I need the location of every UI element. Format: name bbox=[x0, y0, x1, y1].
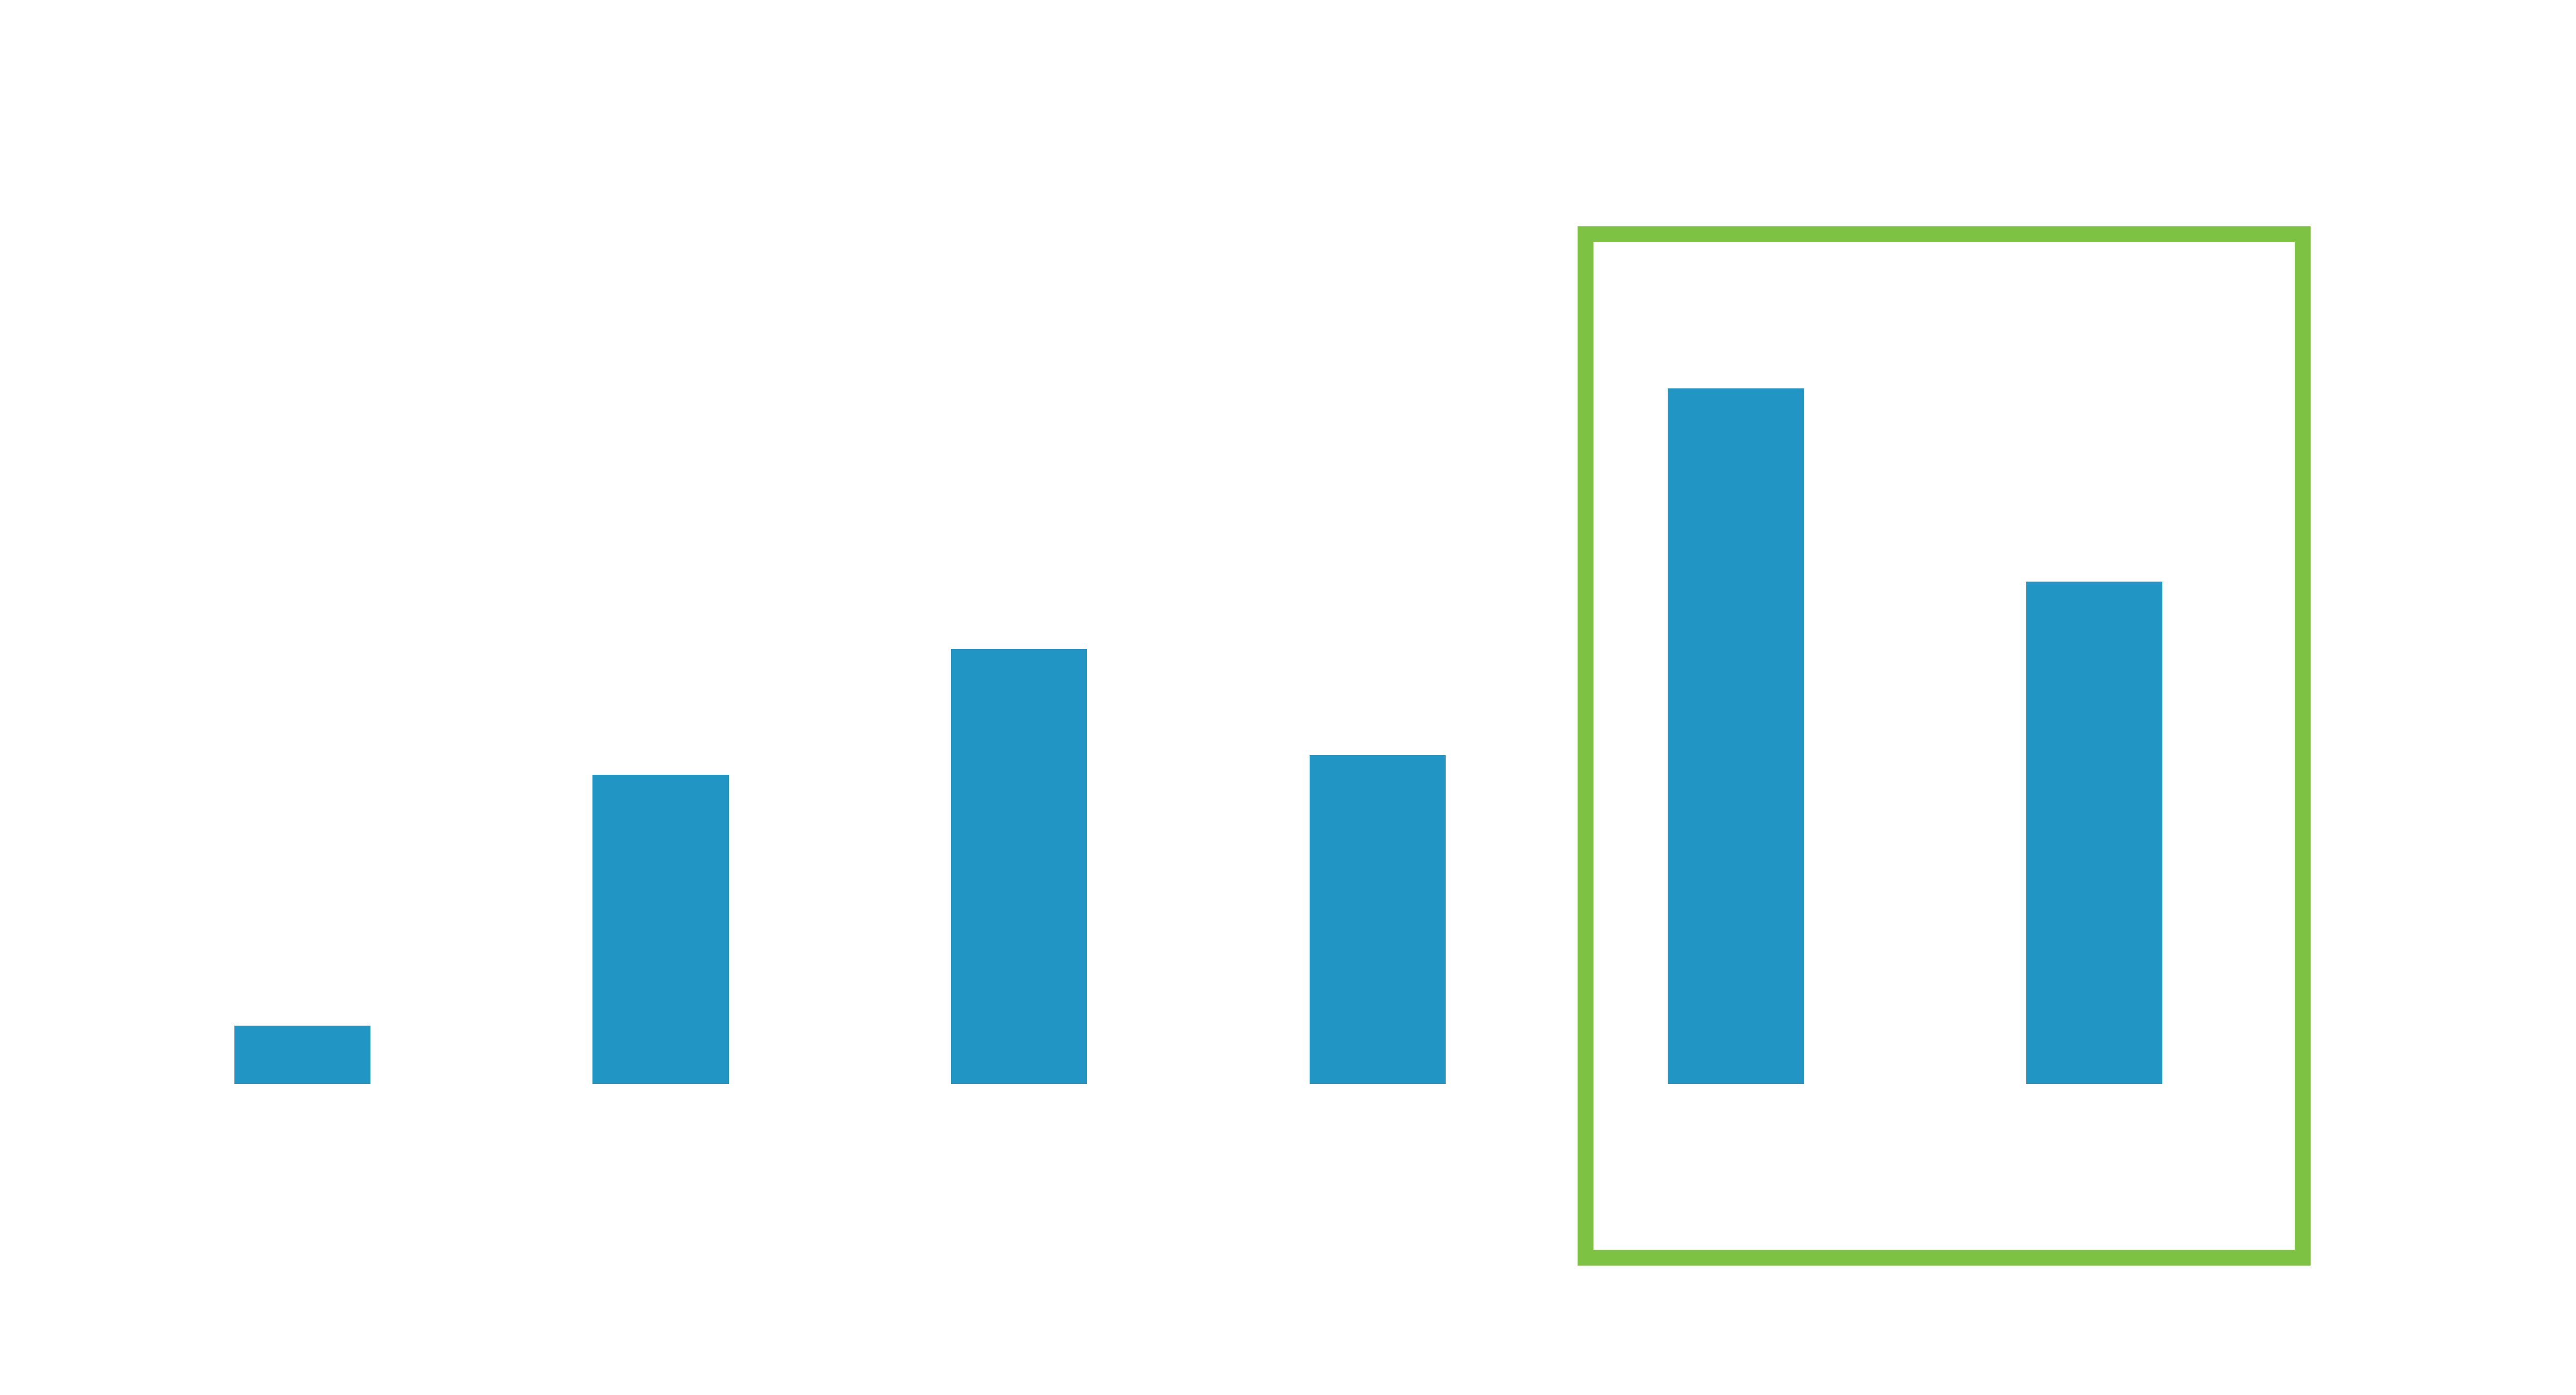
Bar bbox=[1309, 756, 1445, 1084]
Bar bbox=[1667, 388, 1803, 1084]
Bar bbox=[234, 1025, 371, 1084]
Bar bbox=[951, 649, 1087, 1084]
Bar bbox=[592, 774, 729, 1084]
Bar bbox=[1584, 234, 2303, 1258]
Bar bbox=[2027, 582, 2161, 1084]
